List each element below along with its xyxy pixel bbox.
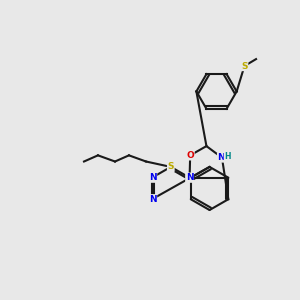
Text: N: N bbox=[186, 173, 194, 182]
Text: N: N bbox=[218, 153, 225, 162]
Text: N: N bbox=[149, 173, 157, 182]
Text: O: O bbox=[186, 151, 194, 160]
Text: H: H bbox=[224, 152, 231, 161]
Text: S: S bbox=[241, 61, 248, 70]
Text: S: S bbox=[168, 162, 174, 171]
Text: N: N bbox=[149, 195, 157, 204]
